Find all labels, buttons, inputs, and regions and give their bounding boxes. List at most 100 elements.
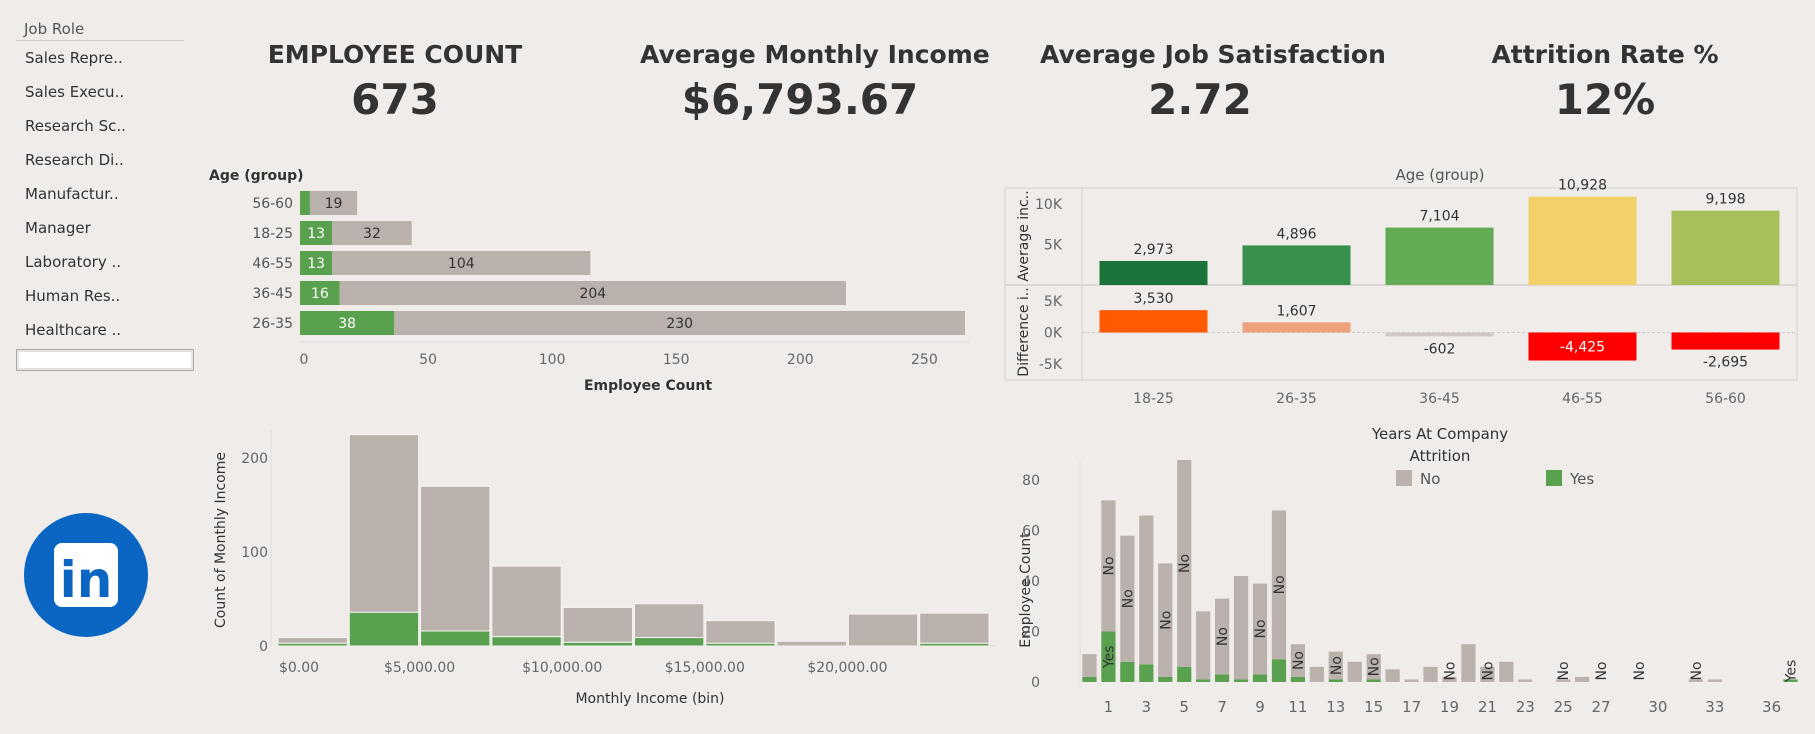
x-tick-label: 36: [1762, 698, 1781, 716]
kpi-average-job-satisfaction: Average Job Satisfaction 2.72: [1040, 40, 1386, 124]
kpi-value: $6,793.67: [681, 75, 919, 124]
year-bar: [1252, 583, 1268, 675]
year-bar: [1783, 679, 1798, 682]
year-bar: [1139, 664, 1154, 682]
x-tick-label: 27: [1592, 698, 1611, 716]
x-tick-label: 7: [1217, 698, 1227, 716]
legend-swatch: [1546, 470, 1562, 486]
kpi-value: 12%: [1554, 75, 1656, 124]
bar-segment: [394, 311, 966, 335]
year-bar: [1082, 654, 1097, 677]
job-role-item[interactable]: Manager: [25, 219, 91, 237]
category-label: 46-55: [252, 256, 293, 272]
year-bar: [1328, 679, 1343, 682]
histogram-bar: [562, 641, 634, 647]
year-bar: [1461, 644, 1476, 682]
year-bar: [1404, 679, 1419, 682]
x-tick-label: $15,000.00: [665, 660, 745, 676]
category-label: 18-25: [252, 226, 293, 242]
kpi-employee-count: EMPLOYEE COUNT 673: [260, 40, 530, 124]
category-label: 56-60: [252, 196, 293, 212]
mark-label: No: [1215, 627, 1231, 646]
year-bar: [1385, 669, 1400, 682]
kpi-label: Average Monthly Income: [640, 40, 990, 69]
bar-segment: [300, 221, 333, 245]
job-role-item[interactable]: Laboratory ..: [25, 253, 122, 271]
y-axis-title: Count of Monthly Income: [213, 452, 229, 628]
bar-segment: [309, 191, 358, 215]
y-tick-label: 0: [1031, 675, 1040, 691]
y-tick-label: -5K: [1039, 357, 1063, 373]
year-bar: [1271, 659, 1287, 682]
year-bar: [1556, 679, 1571, 682]
y-tick-label: 60: [1022, 524, 1040, 540]
legend-swatch: [1396, 470, 1412, 486]
mark-label: No: [1177, 554, 1193, 573]
x-tick-label: 21: [1478, 698, 1497, 716]
job-role-item[interactable]: Research Di..: [25, 151, 124, 169]
mark-label: No: [1556, 661, 1572, 680]
mark-label: Yes: [1101, 645, 1117, 669]
mark-label: No: [1158, 611, 1174, 630]
y-axis-title: Employee Count: [1018, 532, 1034, 648]
year-bar: [1233, 679, 1249, 682]
year-bar: [1309, 666, 1324, 682]
legend-label: No: [1420, 470, 1440, 488]
job-role-item[interactable]: Manufactur..: [25, 185, 119, 203]
mark-label: No: [1689, 661, 1705, 680]
linkedin-text: in: [60, 551, 113, 609]
year-bar: [1120, 535, 1135, 662]
mark-label: No: [1367, 657, 1383, 676]
histogram-bar: [491, 565, 562, 638]
year-bar: [1120, 661, 1135, 682]
year-bar: [1423, 666, 1438, 682]
job-role-search-input[interactable]: [16, 349, 194, 371]
bar-segment: [300, 281, 340, 305]
year-bar: [1290, 644, 1305, 677]
difference-bar: [1671, 332, 1780, 350]
kpi-attrition-rate: Attrition Rate % 12%: [1460, 40, 1750, 124]
data-label: 32: [363, 226, 381, 242]
x-tick-label: 56-60: [1705, 391, 1746, 407]
histogram-bar: [562, 606, 634, 643]
year-bar: [1707, 679, 1722, 682]
year-bar: [1082, 676, 1097, 682]
linkedin-logo[interactable]: in: [24, 513, 148, 637]
mark-label: No: [1291, 651, 1307, 670]
job-role-item[interactable]: Sales Execu..: [25, 83, 125, 101]
chart-frame: [1004, 187, 1798, 381]
year-bar: [1442, 676, 1457, 682]
income-label: 2,973: [1133, 242, 1173, 258]
histogram-bar: [348, 611, 420, 647]
kpi-value: 673: [351, 75, 439, 124]
x-axis-title: Employee Count: [584, 378, 712, 394]
x-tick-label: 100: [539, 352, 566, 368]
job-role-item[interactable]: Sales Repre..: [25, 49, 123, 67]
x-tick-label: 11: [1288, 698, 1307, 716]
x-tick-label: 1: [1104, 698, 1114, 716]
x-tick-label: 25: [1554, 698, 1573, 716]
y-tick-label: 200: [241, 451, 268, 467]
x-tick-label: 200: [787, 352, 814, 368]
x-tick-label: 5: [1179, 698, 1189, 716]
x-tick-label: 250: [911, 352, 938, 368]
year-bar: [1177, 460, 1192, 667]
data-label: 230: [666, 316, 693, 332]
filter-title: Job Role: [16, 20, 184, 41]
histogram-bar: [277, 637, 348, 644]
mark-label: No: [1594, 661, 1610, 680]
data-label: 19: [325, 196, 343, 212]
year-bar: [1688, 679, 1703, 682]
year-bar: [1290, 676, 1305, 682]
job-role-item[interactable]: Healthcare ..: [25, 321, 122, 339]
job-role-item[interactable]: Human Res..: [25, 287, 121, 305]
year-bar: [1347, 661, 1362, 682]
year-bar: [1328, 651, 1343, 680]
year-bar: [1177, 666, 1192, 682]
x-tick-label: 18-25: [1133, 391, 1174, 407]
year-bar: [1101, 500, 1116, 632]
x-tick-label: 3: [1142, 698, 1152, 716]
x-tick-label: 36-45: [1419, 391, 1460, 407]
job-role-item[interactable]: Research Sc..: [25, 117, 126, 135]
income-label: 9,198: [1705, 192, 1745, 208]
